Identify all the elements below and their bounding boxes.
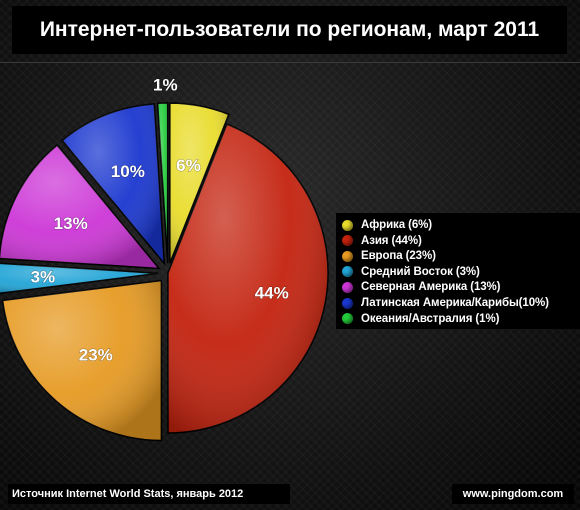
pie-label-0: 6% — [176, 156, 201, 175]
pie-label-3: 3% — [31, 267, 56, 286]
legend-swatch-4 — [342, 281, 353, 293]
legend-swatch-5 — [342, 297, 353, 309]
legend-label-1: Азия (44%) — [361, 234, 422, 247]
pie-labels: 6% 44% 23% 3% 13% 10% 1% — [30, 75, 289, 365]
source-note: Источник Internet World Stats, январь 20… — [12, 488, 244, 500]
legend-swatch-1 — [342, 235, 353, 247]
pie-label-2: 23% — [79, 345, 113, 364]
legend-label-3: Средний Восток (3%) — [361, 265, 480, 278]
pie-slice-shine-6 — [157, 103, 168, 264]
legend-label-0: Африка (6%) — [361, 219, 432, 231]
legend-swatch-2 — [342, 250, 353, 262]
pie-slice-shine-1 — [168, 124, 328, 433]
pie-label-6: 1% — [153, 76, 178, 95]
pie-slice-shine-2 — [2, 280, 162, 441]
legend-item-5: Латинская Америка/Карибы(10%) — [342, 295, 549, 311]
pie-slice-shine-5 — [62, 104, 165, 264]
legend-label-4: Северная Америка (13%) — [361, 281, 501, 294]
legend-item-4: Северная Америка (13%) — [342, 279, 501, 295]
legend-item-3: Средний Восток (3%) — [342, 264, 480, 280]
pie-label-5: 10% — [111, 162, 145, 181]
legend-swatch-0 — [342, 219, 353, 231]
legend-label-5: Латинская Америка/Карибы(10%) — [361, 297, 549, 309]
pie-slice-shine-4 — [0, 145, 160, 269]
legend-label-6: Океания/Австралия (1%) — [361, 312, 500, 325]
legend-item-2: Европа (23%) — [342, 248, 436, 264]
title-bar: Интернет-пользователи по регионам, март … — [12, 6, 567, 54]
divider — [0, 62, 580, 63]
credit-bar: www.pingdom.com — [452, 484, 574, 504]
pie-label-1: 44% — [255, 283, 289, 302]
legend: Африка (6%) Азия (44%) Европа (23%) Средний… — [336, 213, 580, 329]
legend-item-1: Азия (44%) — [342, 233, 422, 249]
legend-item-6: Океания/Австралия (1%) — [342, 311, 499, 327]
chart-title: Интернет-пользователи по регионам, март … — [39, 18, 540, 41]
legend-swatch-6 — [342, 313, 353, 325]
source-bar: Источник Internet World Stats, январь 20… — [8, 484, 290, 504]
legend-label-2: Европа (23%) — [361, 250, 436, 263]
credit-url: www.pingdom.com — [462, 488, 564, 500]
pie-slice-shine-0 — [169, 103, 229, 264]
legend-swatch-3 — [342, 266, 353, 278]
pie-slices — [0, 102, 329, 442]
legend-item-0: Африка (6%) — [342, 217, 432, 233]
pie-slice-shine-3 — [0, 263, 159, 294]
pie-label-4: 13% — [54, 214, 88, 233]
